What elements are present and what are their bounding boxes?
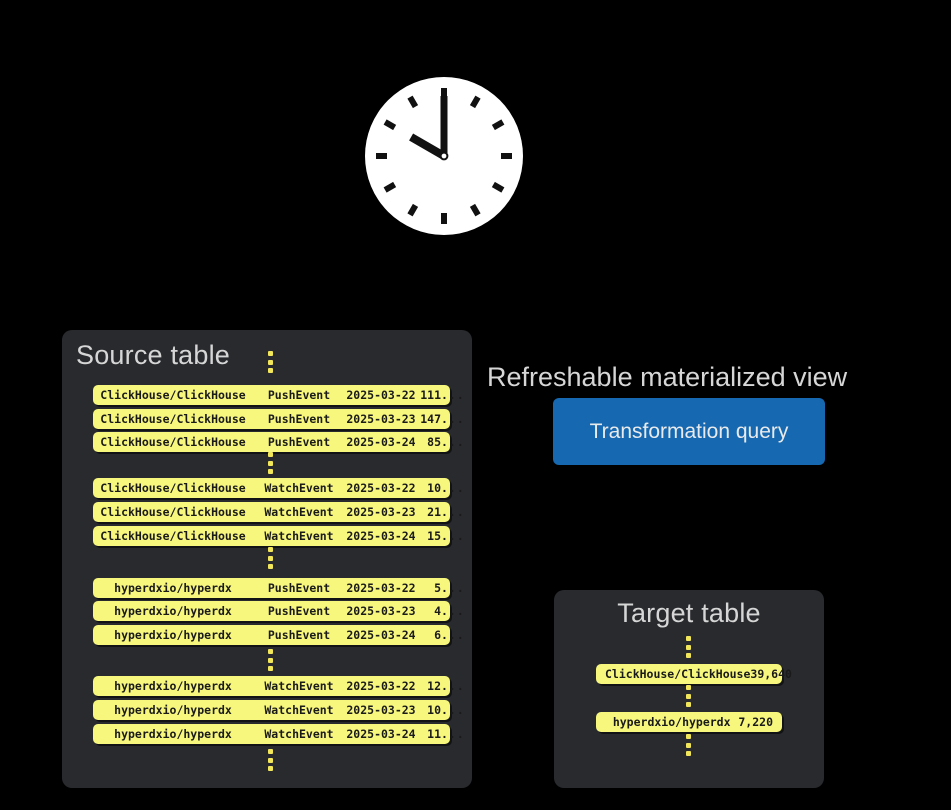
table-row: hyperdxio/hyperdx PushEvent 2025-03-23 4... <box>93 601 464 621</box>
cell-count: 10 <box>427 481 441 495</box>
cell-more-ellipsis: ... <box>441 412 465 426</box>
cell-more-ellipsis: ... <box>441 581 465 595</box>
cell-count: 4 <box>434 604 441 618</box>
row-group-ellipsis-bottom <box>268 749 273 771</box>
cell-date: 2025-03-24 <box>346 727 416 741</box>
cell-date: 2025-03-22 <box>346 581 416 595</box>
table-row: ClickHouse/ClickHouse WatchEvent 2025-03-2… <box>93 502 464 522</box>
cell-count: 147 <box>420 412 441 426</box>
cell-event-type: WatchEvent <box>264 727 334 741</box>
cell-event-type: PushEvent <box>267 581 331 595</box>
target-ellipsis-top <box>686 636 691 658</box>
cell-date: 2025-03-24 <box>346 628 416 642</box>
cell-event-type: WatchEvent <box>264 481 334 495</box>
target-ellipsis-middle <box>686 685 691 707</box>
target-ellipsis-bottom <box>686 734 691 756</box>
row-group-ellipsis-1 <box>268 452 273 474</box>
cell-repository: hyperdxio/hyperdx <box>114 581 232 595</box>
cell-repository: ClickHouse/ClickHouse <box>605 667 751 681</box>
table-row: hyperdxio/hyperdx PushEvent 2025-03-24 6... <box>93 625 464 645</box>
cell-date: 2025-03-23 <box>346 703 416 717</box>
cell-more-ellipsis: ... <box>441 727 465 741</box>
cell-more-ellipsis: ... <box>441 529 465 543</box>
source-table-panel: Source table ClickHouse/ClickHouse PushEv… <box>62 330 472 788</box>
table-row: ClickHouse/ClickHouse WatchEvent 2025-03-2… <box>93 526 464 546</box>
transformation-query-button[interactable]: Transformation query <box>553 398 825 465</box>
cell-event-type: PushEvent <box>267 388 331 402</box>
cell-count: 15 <box>427 529 441 543</box>
cell-count: 7,220 <box>738 715 773 729</box>
cell-date: 2025-03-22 <box>346 481 416 495</box>
cell-repository: hyperdxio/hyperdx <box>114 679 232 693</box>
cell-repository: hyperdxio/hyperdx <box>114 703 232 717</box>
cell-event-type: PushEvent <box>267 412 331 426</box>
table-row: ClickHouse/ClickHouse PushEvent 2025-03-22… <box>93 385 464 405</box>
refreshable-materialized-view-title: Refreshable materialized view <box>487 362 848 392</box>
cell-repository: ClickHouse/ClickHouse <box>100 412 246 426</box>
cell-repository: ClickHouse/ClickHouse <box>100 529 246 543</box>
row-group-ellipsis-top <box>268 351 273 373</box>
clock-face-svg <box>365 77 523 235</box>
cell-repository: hyperdxio/hyperdx <box>114 727 232 741</box>
transformation-query-label: Transformation query <box>589 419 789 443</box>
cell-count: 11 <box>427 727 441 741</box>
cell-date: 2025-03-22 <box>346 388 416 402</box>
target-table-title: Target table <box>617 598 761 628</box>
cell-count: 21 <box>427 505 441 519</box>
cell-repository: ClickHouse/ClickHouse <box>100 435 246 449</box>
cell-count: 5 <box>434 581 441 595</box>
cell-count: 111 <box>420 388 441 402</box>
cell-more-ellipsis: ... <box>441 481 465 495</box>
cell-count: 10 <box>427 703 441 717</box>
cell-more-ellipsis: ... <box>441 388 465 402</box>
target-table-panel: Target table ClickHouse/ClickHouse 39,640… <box>554 590 824 788</box>
cell-more-ellipsis: ... <box>441 505 465 519</box>
cell-event-type: PushEvent <box>267 604 331 618</box>
cell-date: 2025-03-24 <box>346 435 416 449</box>
clock-icon <box>364 76 524 236</box>
cell-repository: hyperdxio/hyperdx <box>114 628 232 642</box>
table-row: hyperdxio/hyperdx 7,220 <box>596 712 782 732</box>
row-group-ellipsis-3 <box>268 649 273 671</box>
row-group-ellipsis-2 <box>268 547 273 569</box>
cell-event-type: PushEvent <box>267 628 331 642</box>
cell-repository: ClickHouse/ClickHouse <box>100 388 246 402</box>
cell-more-ellipsis: ... <box>441 628 465 642</box>
table-row: hyperdxio/hyperdx WatchEvent 2025-03-24 11.… <box>93 724 464 744</box>
cell-event-type: PushEvent <box>267 435 331 449</box>
cell-date: 2025-03-23 <box>346 505 416 519</box>
cell-count: 6 <box>434 628 441 642</box>
cell-event-type: WatchEvent <box>264 703 334 717</box>
cell-date: 2025-03-23 <box>346 604 416 618</box>
cell-more-ellipsis: ... <box>441 604 465 618</box>
cell-event-type: WatchEvent <box>264 505 334 519</box>
table-row: ClickHouse/ClickHouse PushEvent 2025-03-24… <box>93 432 464 452</box>
cell-repository: hyperdxio/hyperdx <box>612 715 731 729</box>
cell-event-type: WatchEvent <box>264 529 334 543</box>
table-row: hyperdxio/hyperdx WatchEvent 2025-03-23 10.… <box>93 700 464 720</box>
table-row: ClickHouse/ClickHouse 39,640 <box>596 664 792 684</box>
cell-more-ellipsis: ... <box>441 679 465 693</box>
cell-repository: ClickHouse/ClickHouse <box>100 505 246 519</box>
cell-more-ellipsis: ... <box>441 435 465 449</box>
cell-event-type: WatchEvent <box>264 679 334 693</box>
cell-count: 39,640 <box>750 667 792 681</box>
cell-count: 12 <box>427 679 441 693</box>
table-row: hyperdxio/hyperdx PushEvent 2025-03-22 5... <box>93 578 464 598</box>
cell-more-ellipsis: ... <box>441 703 465 717</box>
table-row: hyperdxio/hyperdx WatchEvent 2025-03-22 12.… <box>93 676 464 696</box>
cell-date: 2025-03-23 <box>346 412 416 426</box>
cell-date: 2025-03-24 <box>346 529 416 543</box>
cell-repository: hyperdxio/hyperdx <box>114 604 232 618</box>
source-table-title: Source table <box>76 340 230 370</box>
table-row: ClickHouse/ClickHouse WatchEvent 2025-03-2… <box>93 478 464 498</box>
cell-date: 2025-03-22 <box>346 679 416 693</box>
table-row: ClickHouse/ClickHouse PushEvent 2025-03-23… <box>93 409 464 429</box>
cell-repository: ClickHouse/ClickHouse <box>100 481 246 495</box>
cell-count: 85 <box>427 435 441 449</box>
